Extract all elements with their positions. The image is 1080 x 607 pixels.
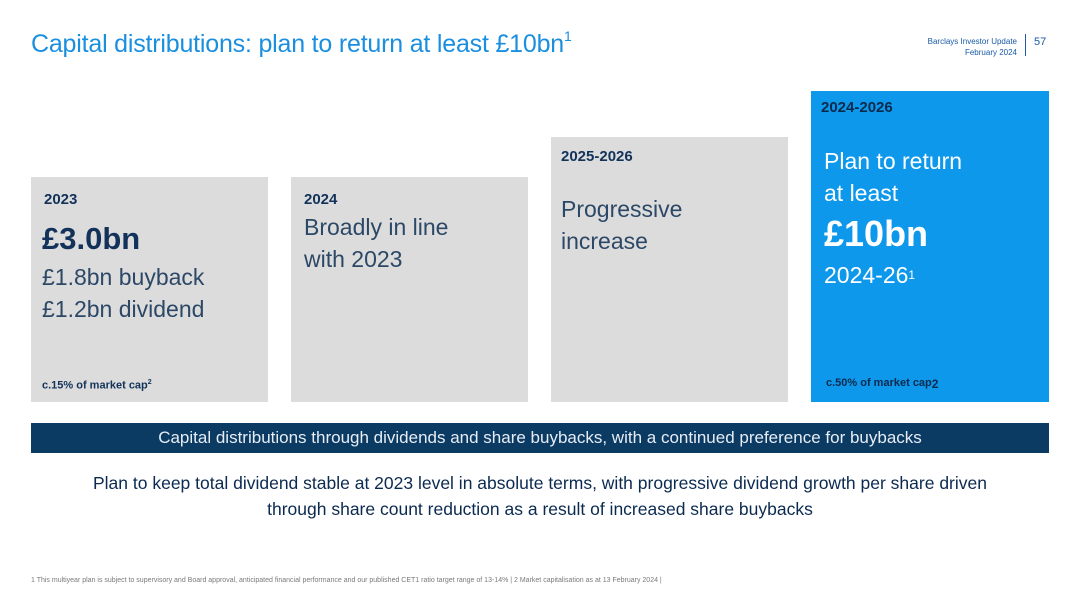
card-line: £1.2bn dividend bbox=[42, 296, 205, 322]
card-body: Progressive increase bbox=[561, 193, 682, 257]
page-number: 57 bbox=[1034, 36, 1047, 48]
header-meta: Barclays Investor Update February 2024 bbox=[928, 36, 1017, 58]
card-year: 2024 bbox=[304, 191, 338, 208]
card-2025-2026: 2025-2026 Progressive increase bbox=[551, 137, 788, 402]
card-line: Plan to return bbox=[824, 148, 963, 174]
card-2023: 2023 £3.0bn £1.8bn buyback £1.2bn divide… bbox=[31, 177, 268, 402]
conclusion-text: Plan to keep total dividend stable at 20… bbox=[31, 470, 1049, 522]
card-headline: £3.0bn bbox=[42, 221, 141, 256]
card-line: with 2023 bbox=[304, 246, 403, 272]
card-body: Plan to return at least bbox=[824, 145, 962, 209]
card-body: £1.8bn buyback £1.2bn dividend bbox=[42, 261, 204, 325]
card-line: Broadly in line bbox=[304, 214, 449, 240]
card-headline: £10bn bbox=[824, 213, 929, 254]
card-sub: 2024-261 bbox=[824, 262, 916, 288]
card-2024: 2024 Broadly in line with 2023 bbox=[291, 177, 528, 402]
card-line: £1.8bn buyback bbox=[42, 264, 205, 290]
header-meta-line1: Barclays Investor Update bbox=[927, 37, 1017, 46]
card-footer: c.50% of market cap2 bbox=[826, 377, 939, 391]
card-year: 2023 bbox=[44, 191, 78, 208]
header-meta-line2: February 2024 bbox=[964, 48, 1017, 57]
header-divider bbox=[1025, 34, 1026, 56]
card-line: at least bbox=[824, 180, 899, 206]
card-body: Broadly in line with 2023 bbox=[304, 211, 448, 275]
card-year: 2024-2026 bbox=[821, 99, 893, 116]
footnote: 1 This multiyear plan is subject to supe… bbox=[31, 577, 662, 584]
card-line: increase bbox=[561, 228, 648, 254]
card-line: Progressive bbox=[561, 196, 683, 222]
distribution-banner: Capital distributions through dividends … bbox=[31, 423, 1049, 453]
conclusion-line: Plan to keep total dividend stable at 20… bbox=[93, 473, 987, 493]
card-footer: c.15% of market cap2 bbox=[42, 379, 152, 392]
title-footnote-ref: 1 bbox=[563, 28, 572, 44]
card-2024-2026-plan: 2024-2026 Plan to return at least £10bn … bbox=[811, 91, 1049, 402]
conclusion-line: through share count reduction as a resul… bbox=[267, 499, 813, 519]
card-year: 2025-2026 bbox=[561, 148, 633, 165]
page-title: Capital distributions: plan to return at… bbox=[31, 28, 572, 58]
